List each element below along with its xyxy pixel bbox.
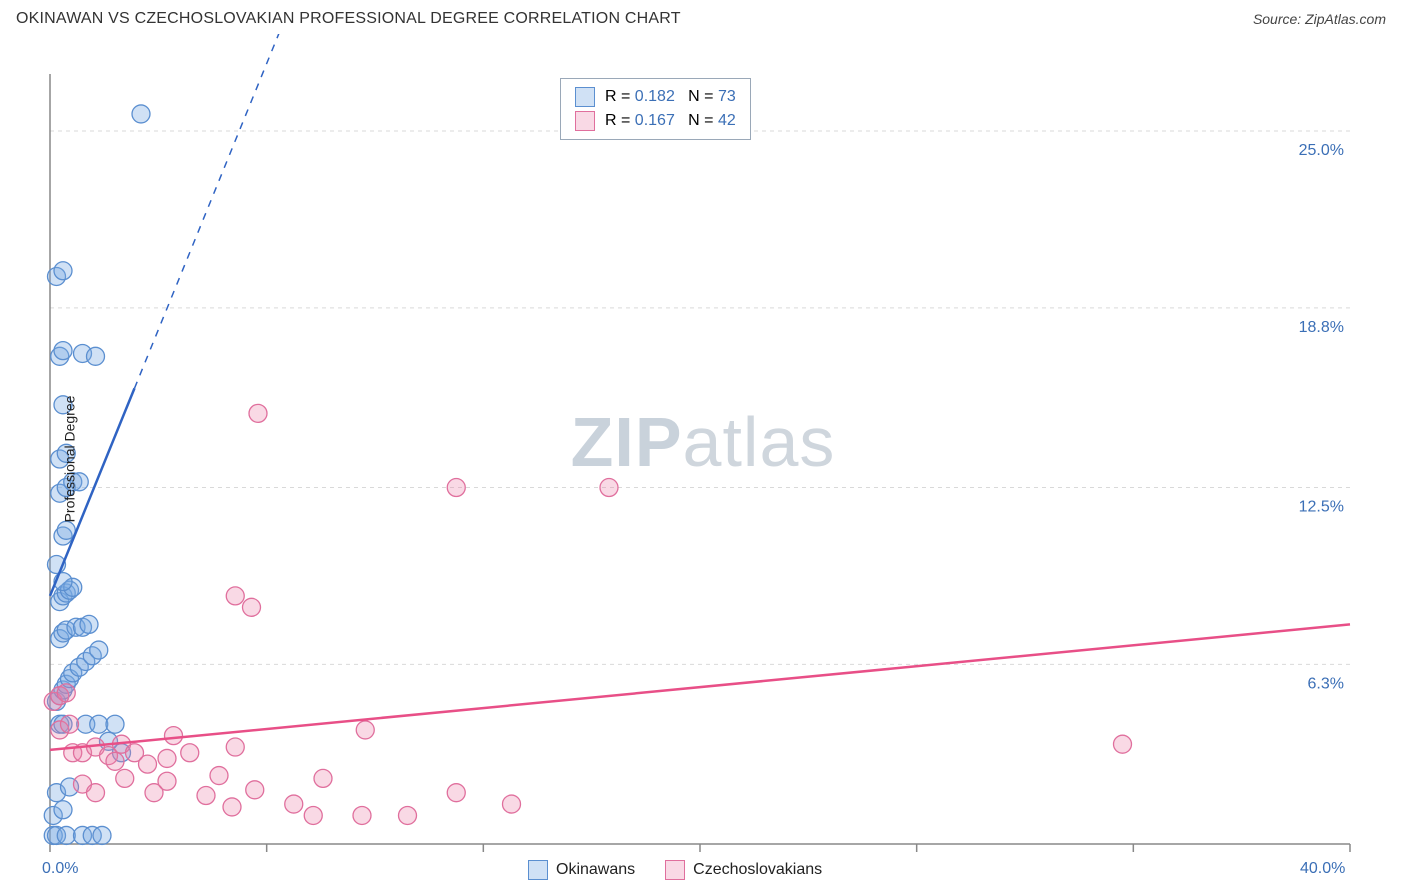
svg-text:12.5%: 12.5% [1299,499,1344,516]
scatter-plot: 6.3% 12.5% 18.8% 25.0% [0,34,1406,884]
source-label: Source: ZipAtlas.com [1253,11,1386,27]
legend-series: OkinawansCzechoslovakians [528,860,822,880]
x-axis-start-label: 0.0% [42,860,78,878]
chart-title: OKINAWAN VS CZECHOSLOVAKIAN PROFESSIONAL… [16,10,681,28]
x-axis-end-label: 40.0% [1300,860,1345,878]
svg-text:6.3%: 6.3% [1308,675,1344,692]
chart-area: Professional Degree ZIPatlas 6.3%12.5%18… [0,34,1406,884]
legend-stats: R = 0.182 N = 73R = 0.167 N = 42 [560,78,751,140]
svg-text:18.8%: 18.8% [1299,319,1344,336]
svg-text:25.0%: 25.0% [1299,142,1344,159]
y-axis-label: Professional Degree [61,396,77,523]
